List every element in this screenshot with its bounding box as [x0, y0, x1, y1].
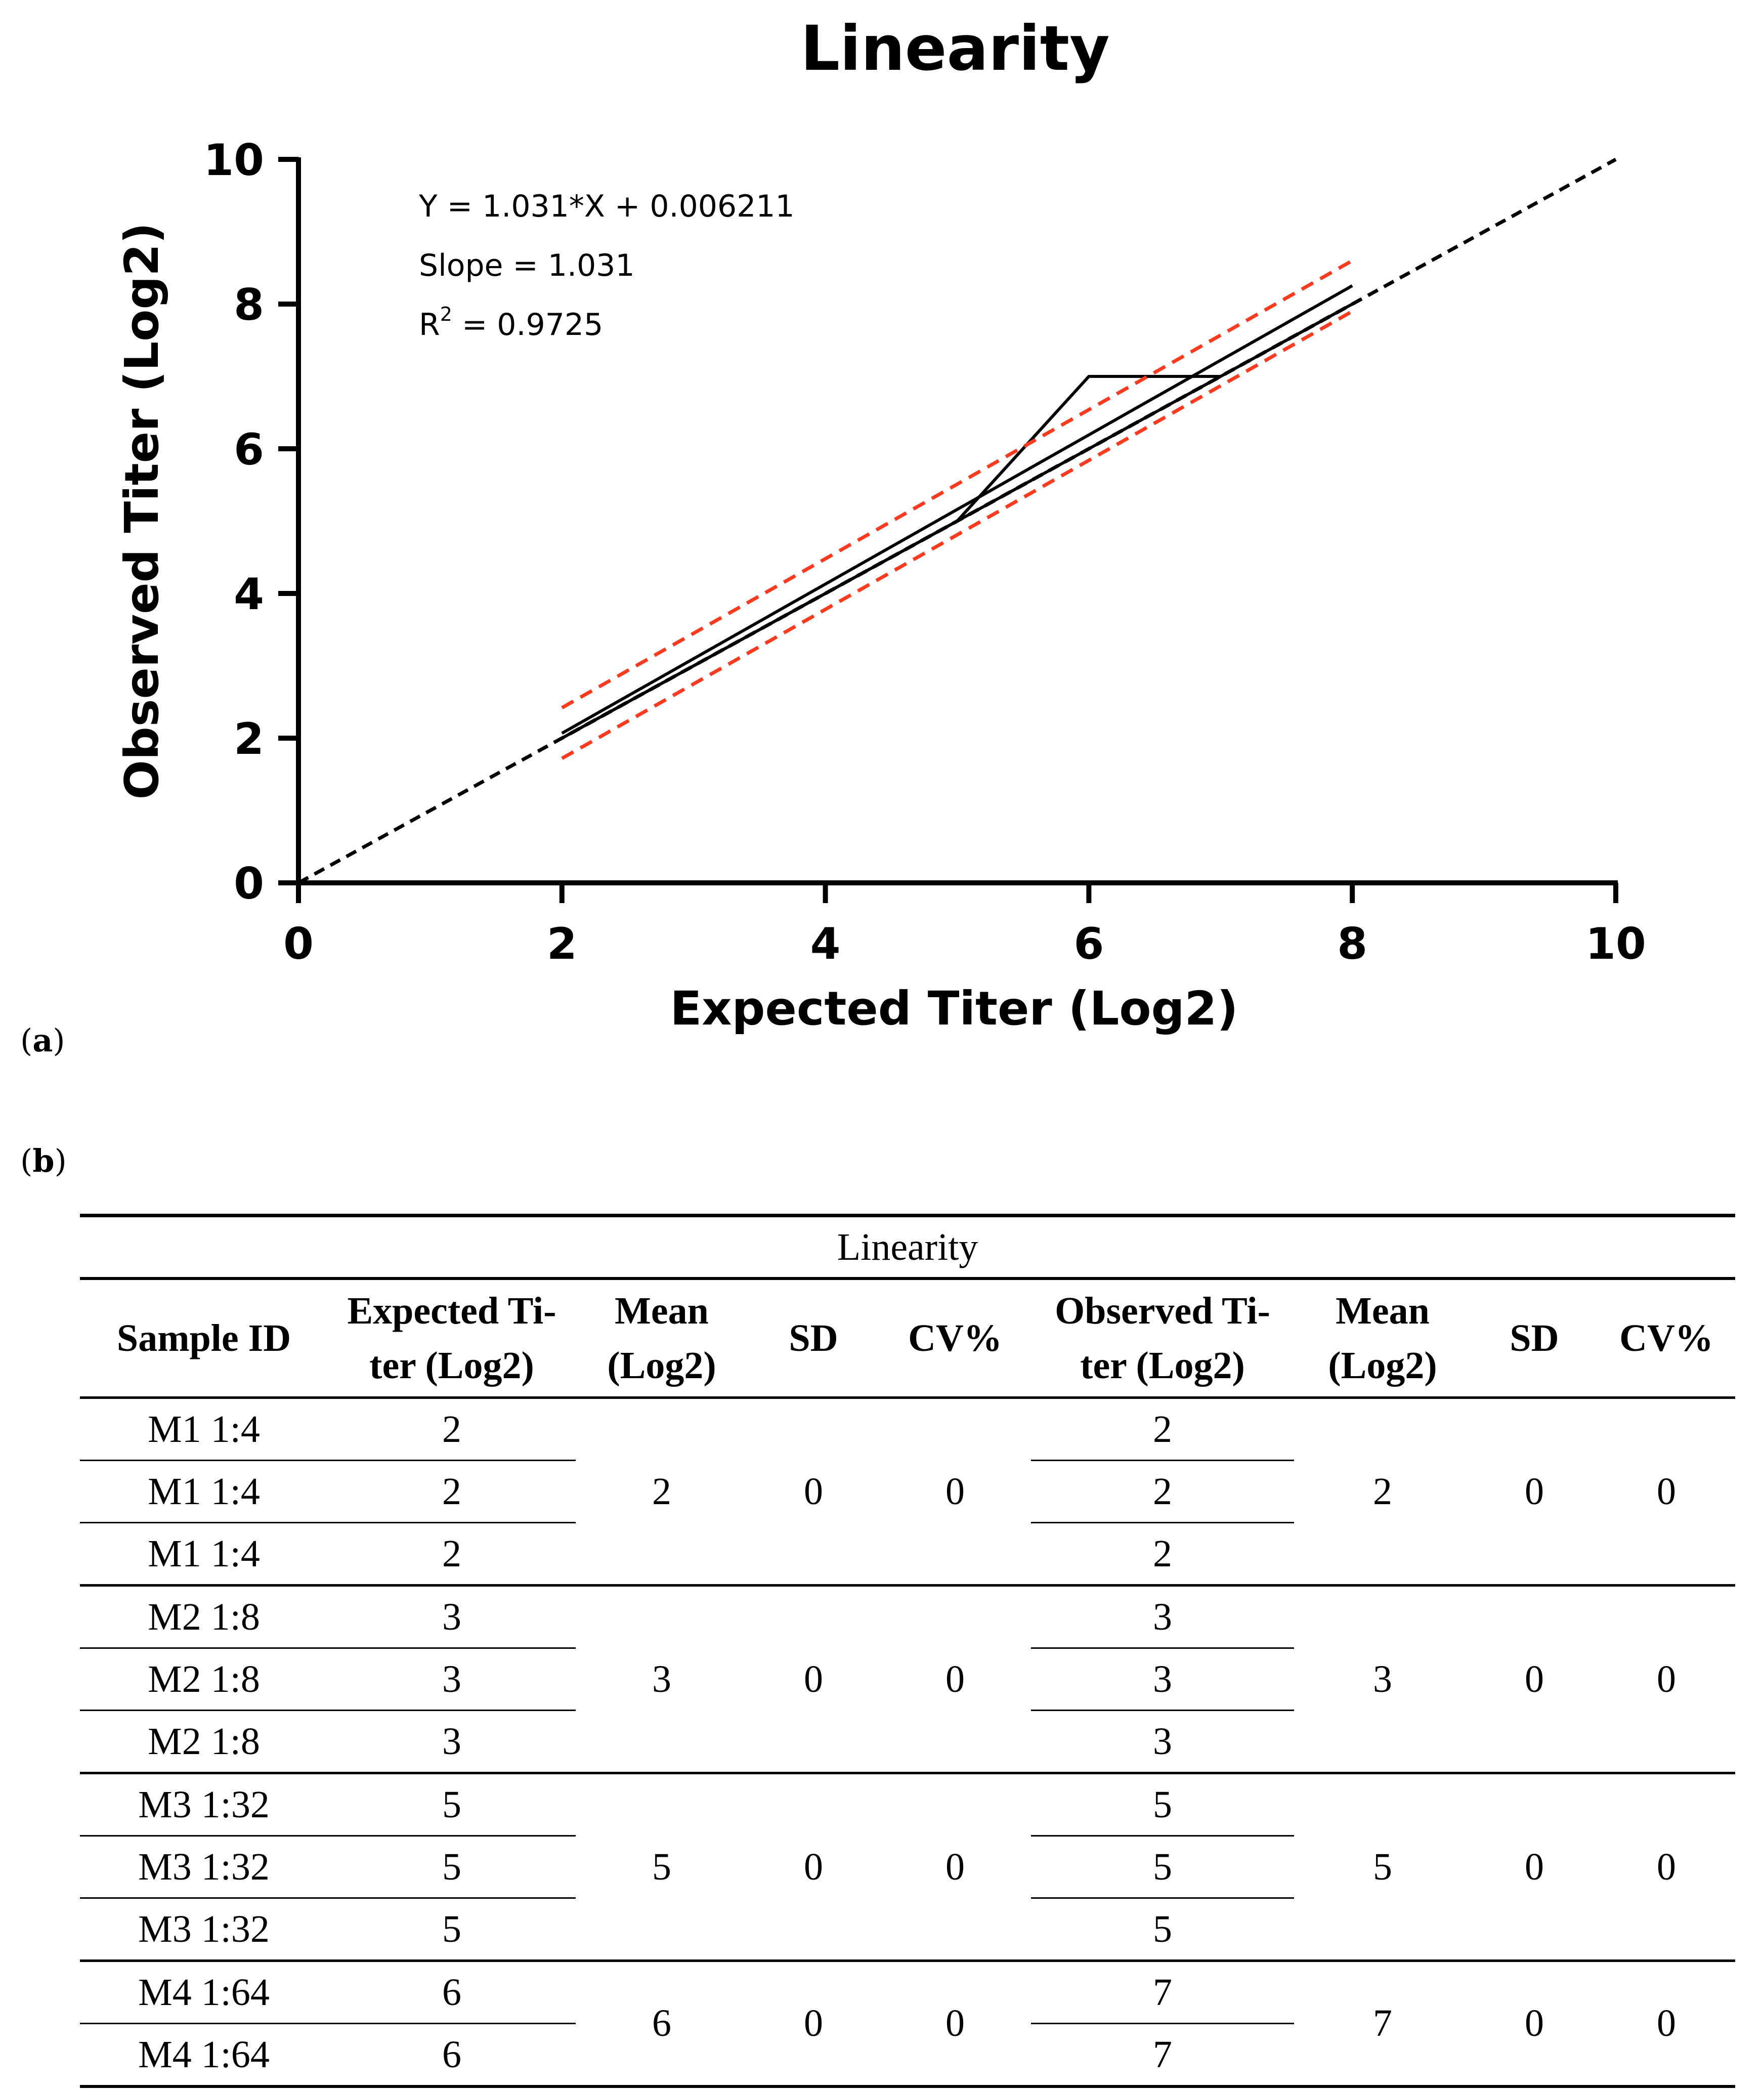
y-tick-label: 2	[234, 714, 264, 764]
y-tick-label: 0	[234, 859, 264, 909]
mean-observed-cell: 2	[1294, 1396, 1471, 1586]
observed-titer-cell: 5	[1031, 1836, 1294, 1899]
mean-expected-cell: 5	[576, 1772, 748, 1961]
mean-observed-cell: 5	[1294, 1772, 1471, 1961]
x-tick-label: 10	[1585, 919, 1646, 969]
header-sd-expected: SD	[748, 1278, 879, 1399]
cv-observed-cell: 0	[1598, 1772, 1736, 1961]
r-squared-annotation: R2 = 0.9725	[419, 303, 603, 343]
y-tick-label: 4	[234, 569, 264, 620]
cv-expected-cell: 0	[879, 1959, 1031, 2088]
observed-titer-cell: 2	[1031, 1396, 1294, 1461]
observed-titer-cell: 3	[1153, 1720, 1172, 1763]
sd-expected-cell: 0	[748, 1396, 879, 1586]
sd-expected-cell: 0	[748, 1959, 879, 2088]
header-sd-observed: SD	[1471, 1278, 1598, 1399]
series-regression	[561, 284, 1353, 735]
cv-observed-cell: 0	[1598, 1396, 1736, 1586]
sample-id-cell: M3 1:32	[80, 1772, 328, 1837]
y-tick-label: 6	[234, 424, 264, 475]
sample-id-cell: M3 1:32	[138, 1907, 270, 1950]
header-cv-observed: CV%	[1598, 1278, 1736, 1399]
series-ci-upper	[561, 259, 1353, 709]
sample-id-cell: M1 1:4	[80, 1396, 328, 1461]
series-observed-2	[561, 375, 1221, 740]
header-cv-expected: CV%	[879, 1278, 1031, 1399]
expected-titer-cell: 5	[328, 1836, 576, 1899]
header-sample-id: Sample ID	[80, 1278, 328, 1399]
sd-observed-cell: 0	[1471, 1772, 1598, 1961]
x-tick-label: 2	[547, 919, 577, 969]
x-tick-label: 4	[810, 919, 841, 969]
expected-titer-cell: 3	[442, 1720, 461, 1763]
mean-observed-cell: 3	[1294, 1584, 1471, 1773]
expected-titer-cell: 3	[328, 1648, 576, 1711]
expected-titer-cell: 3	[328, 1584, 576, 1649]
observed-titer-cell: 5	[1031, 1772, 1294, 1837]
sample-id-cell: M2 1:8	[80, 1584, 328, 1649]
panel-label-a: (a)	[20, 1022, 65, 1059]
cv-expected-cell: 0	[879, 1584, 1031, 1773]
equation-annotation: Y = 1.031*X + 0.006211	[418, 189, 795, 224]
panel-label-b: (b)	[20, 1142, 67, 1179]
sd-observed-cell: 0	[1471, 1959, 1598, 2088]
x-tick-label: 0	[283, 919, 314, 969]
series-ci-lower	[561, 310, 1353, 760]
cv-observed-cell: 0	[1598, 1584, 1736, 1773]
expected-titer-cell: 2	[328, 1396, 576, 1461]
sample-id-cell: M1 1:4	[148, 1532, 260, 1575]
mean-expected-cell: 2	[576, 1396, 748, 1586]
observed-titer-cell: 5	[1153, 1907, 1172, 1950]
sample-id-cell: M4 1:64	[80, 1959, 328, 2024]
mean-expected-cell: 3	[576, 1584, 748, 1773]
y-tick-label: 8	[234, 280, 264, 330]
sample-id-cell: M1 1:4	[80, 1460, 328, 1523]
sample-id-cell: M2 1:8	[80, 1648, 328, 1711]
x-axis-title: Expected Titer (Log2)	[670, 982, 1238, 1036]
observed-titer-cell: 7	[1031, 2023, 1294, 2088]
sample-id-cell: M4 1:64	[80, 2023, 328, 2088]
cv-expected-cell: 0	[879, 1772, 1031, 1961]
table-title: Linearity	[80, 1214, 1736, 1280]
observed-titer-cell: 3	[1031, 1648, 1294, 1711]
expected-titer-cell: 2	[442, 1532, 461, 1575]
y-axis-title: Observed Titer (Log2)	[115, 223, 169, 800]
series-layer	[297, 157, 1617, 885]
sd-expected-cell: 0	[748, 1772, 879, 1961]
expected-titer-cell: 6	[328, 2023, 576, 2088]
sd-observed-cell: 0	[1471, 1396, 1598, 1586]
mean-observed-cell: 7	[1294, 1959, 1471, 2088]
header-mean-observed: Mean (Log2)	[1294, 1278, 1471, 1399]
axes-layer: 0 2 4 6 8 10 0 2 4 6 8 10	[203, 135, 1646, 969]
y-tick-label: 10	[203, 135, 264, 186]
observed-titer-cell: 2	[1153, 1532, 1172, 1575]
sd-expected-cell: 0	[748, 1584, 879, 1773]
linearity-chart: Linearity 0 2 4 6 8 10 0 2 4 6 8 10 Y = 1.031*X + 0…	[115, 13, 1646, 1036]
cv-observed-cell: 0	[1598, 1959, 1736, 2088]
observed-titer-cell: 3	[1031, 1584, 1294, 1649]
header-expected-titer: Expected Ti-ter (Log2)	[328, 1278, 576, 1399]
chart-title: Linearity	[800, 13, 1109, 84]
mean-expected-cell: 6	[576, 1959, 748, 2088]
header-mean-expected: Mean (Log2)	[576, 1278, 748, 1399]
cv-expected-cell: 0	[879, 1396, 1031, 1586]
linearity-table: Linearity Sample ID Expected Ti-ter (Log…	[80, 1214, 1736, 2088]
annotations: Y = 1.031*X + 0.006211 Slope = 1.031 R2 …	[418, 189, 795, 343]
x-tick-label: 6	[1073, 919, 1104, 969]
x-tick-label: 8	[1337, 919, 1367, 969]
observed-titer-cell: 7	[1031, 1959, 1294, 2024]
sd-observed-cell: 0	[1471, 1584, 1598, 1773]
sample-id-cell: M2 1:8	[148, 1720, 260, 1763]
expected-titer-cell: 5	[442, 1907, 461, 1950]
expected-titer-cell: 6	[328, 1959, 576, 2024]
slope-annotation: Slope = 1.031	[419, 248, 635, 283]
expected-titer-cell: 2	[328, 1460, 576, 1523]
sample-id-cell: M3 1:32	[80, 1836, 328, 1899]
header-observed-titer: Observed Ti-ter (Log2)	[1031, 1278, 1294, 1399]
expected-titer-cell: 5	[328, 1772, 576, 1837]
observed-titer-cell: 2	[1031, 1460, 1294, 1523]
